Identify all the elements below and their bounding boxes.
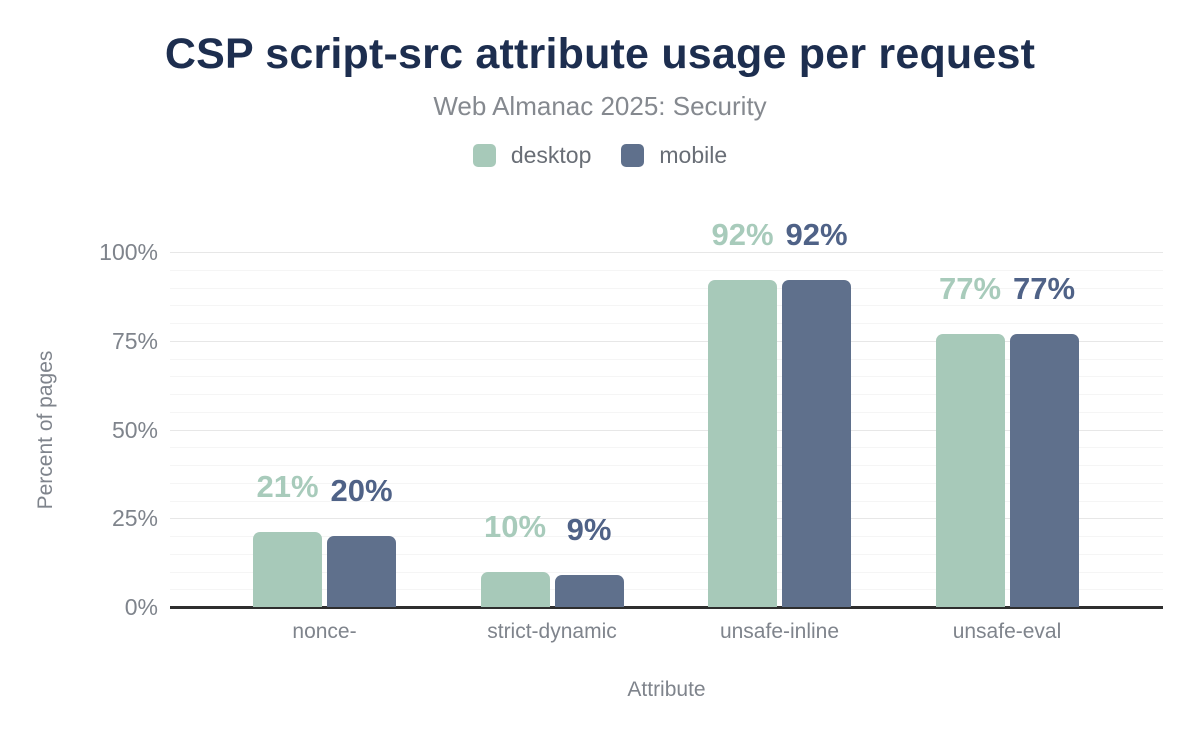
bar-label-mobile-nonce-: 20% [330, 473, 393, 508]
chart-title: CSP script-src attribute usage per reque… [164, 30, 1036, 78]
minor-gridline-60 [170, 394, 1163, 395]
bar-label-desktop-strict-dynamic: 10% [483, 508, 547, 544]
legend-label-mobile: mobile [659, 142, 728, 168]
minor-gridline-10 [170, 571, 1163, 573]
category-label-strict-dynamic: strict-dynamic [487, 620, 617, 643]
minor-gridline-80 [170, 323, 1163, 324]
minor-gridline-70 [170, 358, 1163, 360]
x-axis-title: Attribute [627, 678, 706, 701]
bar-desktop-unsafe-inline[interactable] [708, 280, 777, 607]
bar-mobile-strict-dynamic[interactable] [554, 575, 624, 607]
bar-group-strict-dynamic: 10% 9% [480, 252, 624, 607]
major-gridline-100 [170, 252, 1163, 253]
y-tick-label-100: 100% [99, 239, 158, 265]
legend-item-desktop[interactable]: desktop [472, 142, 592, 168]
minor-gridline-95 [170, 269, 1163, 271]
bar-group-nonce-: 21% 20% [253, 252, 396, 607]
minor-gridline-65 [170, 376, 1163, 378]
major-gridline-50 [170, 429, 1163, 431]
y-tick-label-75: 75% [111, 327, 158, 354]
minor-gridline-55 [170, 411, 1163, 413]
bar-desktop-unsafe-eval[interactable] [935, 333, 1005, 607]
chart-subtitle: Web Almanac 2025: Security [433, 91, 767, 121]
legend-swatch-mobile [621, 143, 645, 167]
bar-group-unsafe-eval: 77% 77% [935, 252, 1079, 607]
major-gridline-75 [170, 340, 1163, 342]
minor-gridline-40 [170, 465, 1163, 466]
minor-gridline-15 [170, 553, 1163, 555]
bar-label-mobile-unsafe-inline: 92% [785, 217, 848, 253]
bar-label-desktop-nonce-: 21% [256, 469, 319, 505]
bar-label-desktop-unsafe-inline: 92% [711, 217, 774, 253]
bar-desktop-nonce-[interactable] [253, 532, 322, 607]
legend-swatch-desktop [472, 143, 496, 167]
minor-gridline-35 [170, 482, 1163, 484]
y-tick-label-50: 50% [111, 416, 158, 443]
bar-label-desktop-unsafe-eval: 77% [938, 270, 1002, 306]
y-tick-label-0: 0% [124, 594, 158, 620]
legend-label-desktop: desktop [510, 142, 592, 168]
y-tick-label-25: 25% [111, 505, 158, 532]
category-label-nonce-: nonce- [292, 620, 357, 643]
minor-gridline-5 [170, 589, 1163, 591]
category-label-unsafe-inline: unsafe-inline [719, 620, 840, 643]
minor-gridline-30 [170, 500, 1163, 502]
category-label-unsafe-eval: unsafe-eval [952, 620, 1062, 643]
minor-gridline-90 [170, 287, 1163, 289]
legend: desktop mobile [0, 142, 1200, 168]
bar-group-unsafe-inline: 92% 92% [708, 217, 851, 607]
legend-item-mobile[interactable]: mobile [621, 142, 727, 168]
bar-label-mobile-unsafe-eval: 77% [1012, 270, 1076, 306]
bar-mobile-unsafe-inline[interactable] [782, 280, 851, 607]
minor-gridline-20 [170, 536, 1163, 537]
bar-mobile-nonce-[interactable] [327, 536, 396, 607]
bar-desktop-strict-dynamic[interactable] [480, 571, 550, 607]
bar-mobile-unsafe-eval[interactable] [1009, 333, 1079, 607]
x-axis-line [170, 605, 1163, 609]
minor-gridline-85 [170, 305, 1163, 307]
major-gridline-25 [170, 518, 1163, 520]
bar-label-mobile-strict-dynamic: 9% [566, 512, 612, 548]
minor-gridline-45 [170, 447, 1163, 449]
